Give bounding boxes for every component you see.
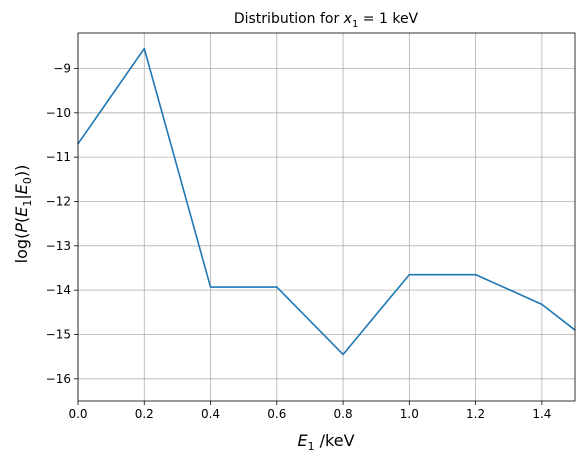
y-tick-label: −12 <box>46 194 71 208</box>
chart-title: Distribution for x1 = 1 keV <box>234 11 419 30</box>
x-axis-label: E1 /keV <box>297 431 354 453</box>
y-axis-label: log(P(E1|E0)) <box>12 165 34 264</box>
x-tick-label: 0.8 <box>334 407 353 421</box>
y-tick-label: −9 <box>53 61 71 75</box>
x-tick-label: 1.0 <box>400 407 419 421</box>
x-tick-label: 1.2 <box>466 407 485 421</box>
y-tick-label: −15 <box>46 327 71 341</box>
x-tick-label: 0.0 <box>68 407 87 421</box>
grid <box>78 33 575 401</box>
x-tick-label: 0.4 <box>201 407 220 421</box>
x-axis-ticks: 0.0 0.2 0.4 0.6 0.8 1.0 1.2 1.4 <box>68 401 551 421</box>
y-tick-label: −16 <box>46 372 71 386</box>
plot-frame <box>78 33 575 401</box>
x-tick-label: 1.4 <box>532 407 551 421</box>
x-tick-label: 0.6 <box>267 407 286 421</box>
x-tick-label: 0.2 <box>135 407 154 421</box>
y-tick-label: −11 <box>46 150 71 164</box>
y-tick-label: −14 <box>46 283 71 297</box>
y-tick-label: −10 <box>46 106 71 120</box>
y-tick-label: −13 <box>46 239 71 253</box>
y-axis-ticks: −16 −15 −14 −13 −12 −11 −10 −9 <box>46 61 78 385</box>
